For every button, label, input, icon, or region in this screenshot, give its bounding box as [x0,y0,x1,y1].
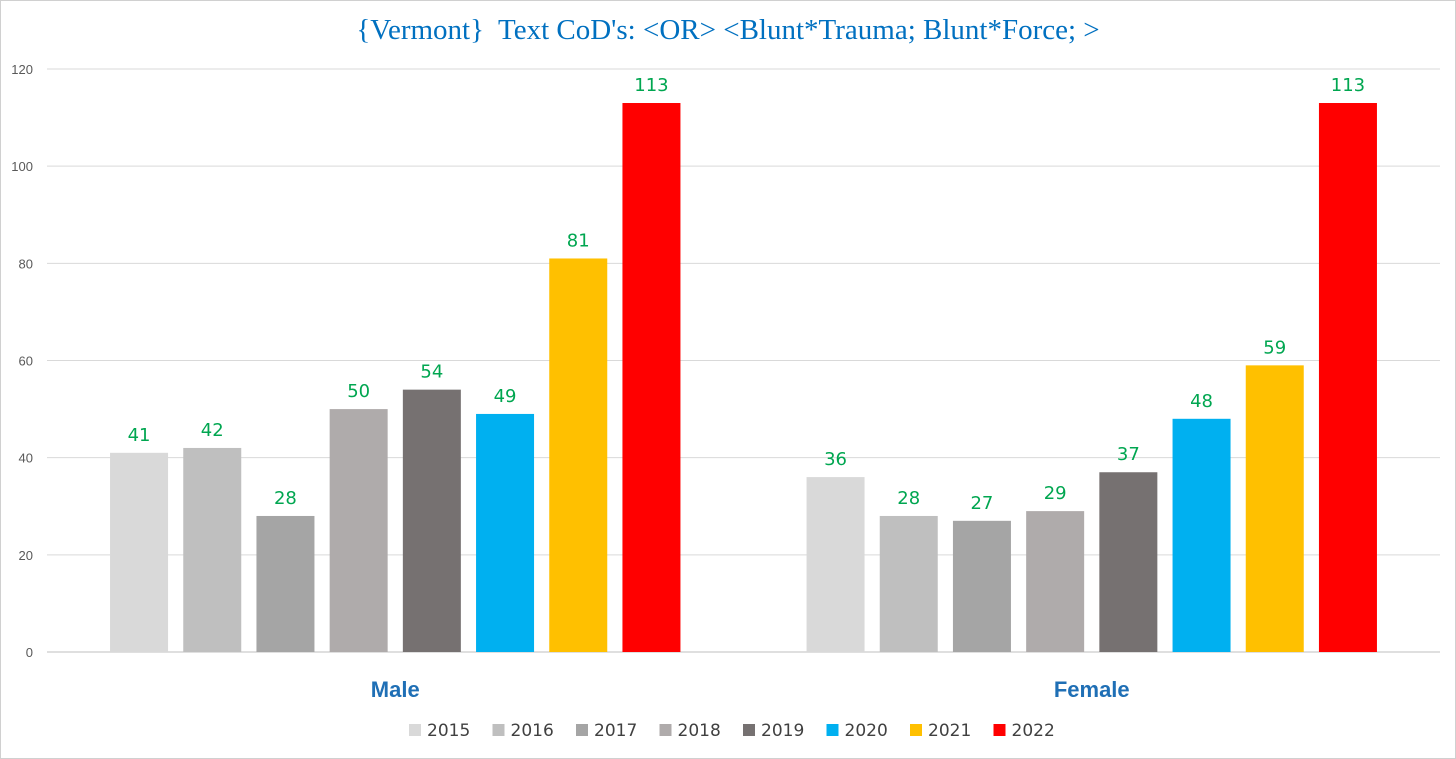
legend-swatch-2020 [826,724,839,736]
data-label-male-2021: 81 [567,230,590,251]
data-label-male-2017: 28 [274,488,297,509]
legend-label-2018: 2018 [678,721,721,741]
legend-swatch-2018 [659,724,672,736]
data-label-male-2016: 42 [201,420,224,441]
legend-swatch-2015 [409,724,421,736]
data-label-male-2020: 49 [494,386,517,407]
legend-swatch-2022 [993,724,1006,736]
data-label-female-2019: 37 [1117,444,1140,465]
y-tick-label-120: 120 [11,62,33,77]
legend-label-2021: 2021 [928,721,971,741]
bar-male-2017 [256,515,315,652]
data-label-female-2016: 28 [897,488,920,509]
data-label-male-2019: 54 [420,362,443,383]
bar-male-2019 [402,389,461,652]
legend-swatch-2016 [492,724,505,736]
bar-male-2018 [329,409,388,652]
legend-label-2022: 2022 [1012,721,1055,741]
bar-male-2022 [622,103,681,653]
legend-label-2020: 2020 [845,721,888,741]
data-label-male-2015: 41 [128,425,151,446]
bar-female-2017 [952,520,1011,652]
y-tick-label-100: 100 [11,159,33,174]
bar-male-2016 [183,447,242,652]
data-label-female-2017: 27 [970,493,993,514]
data-label-female-2015: 36 [824,449,847,470]
y-tick-label-60: 60 [19,354,33,369]
data-label-male-2018: 50 [347,381,370,402]
data-label-female-2022: 113 [1331,75,1365,96]
legend-label-2016: 2016 [511,721,554,741]
legend-swatch-2017 [576,724,588,736]
bar-female-2020 [1172,418,1231,652]
category-label-female: Female [1054,677,1130,702]
chart-title: {Vermont} Text CoD's: <OR> <Blunt*Trauma… [356,14,1100,46]
y-tick-label-0: 0 [26,645,33,660]
legend-label-2017: 2017 [594,721,637,741]
legend-label-2019: 2019 [761,721,804,741]
data-label-male-2022: 113 [634,75,668,96]
data-label-female-2021: 59 [1263,337,1286,358]
bar-female-2019 [1099,472,1158,652]
y-tick-label-40: 40 [19,451,33,466]
bar-female-2016 [879,515,938,652]
data-label-female-2020: 48 [1190,391,1213,412]
bar-female-2015 [806,477,865,652]
data-label-female-2018: 29 [1044,483,1067,504]
y-tick-label-80: 80 [19,256,33,271]
bar-female-2018 [1026,511,1085,652]
legend-swatch-2021 [910,724,922,736]
bar-male-2015 [110,452,169,652]
bar-female-2021 [1245,365,1304,652]
y-tick-label-20: 20 [19,548,33,563]
bar-male-2020 [476,413,535,652]
legend-swatch-2019 [743,724,755,736]
category-label-male: Male [371,677,420,702]
bar-male-2021 [549,258,608,652]
legend-label-2015: 2015 [427,721,470,741]
bar-female-2022 [1318,103,1377,653]
